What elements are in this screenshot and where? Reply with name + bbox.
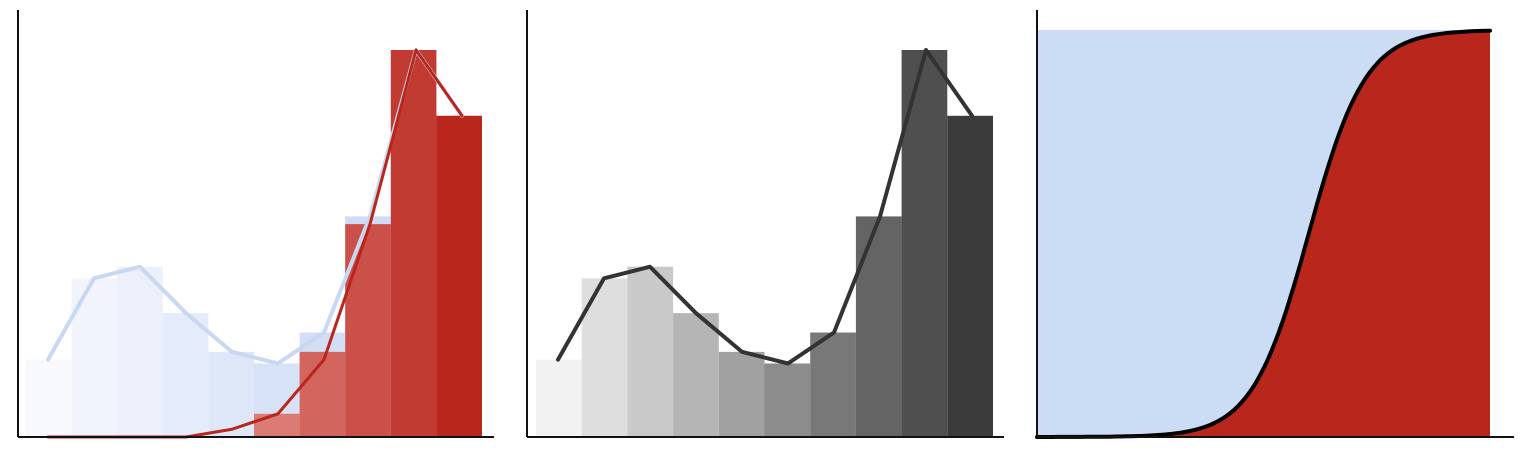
panel-left-overlay-bar-6	[299, 351, 346, 437]
panel-left-overlay-bar-8	[390, 50, 437, 437]
panel-left-bar-0	[26, 359, 72, 437]
panel-right	[1035, 10, 1514, 439]
panel-middle-bar-4	[718, 351, 765, 437]
panel-left-overlay-bar-9	[436, 115, 482, 437]
panel-right-red-area	[1037, 30, 1490, 437]
panel-left-bar-2	[117, 266, 163, 437]
panel-middle-bar-3	[673, 313, 719, 437]
panel-middle-line	[556, 48, 974, 366]
panel-left-bar-3	[162, 313, 209, 437]
panel-middle-bar-2	[627, 266, 674, 437]
panel-middle-bar-9	[947, 115, 993, 437]
panel-middle-bar-5	[764, 363, 811, 437]
panel-middle-bars	[536, 50, 993, 437]
panel-middle-bar-7	[855, 216, 902, 437]
panel-left-overlay-bar-5	[254, 413, 300, 437]
panel-middle-bar-0	[536, 359, 582, 437]
panel-left	[17, 10, 494, 439]
panel-middle	[526, 10, 1004, 438]
panel-left-bar-4	[208, 351, 254, 437]
panel-middle-bar-6	[810, 332, 856, 437]
panel-left-overlay-bar-7	[345, 224, 391, 437]
